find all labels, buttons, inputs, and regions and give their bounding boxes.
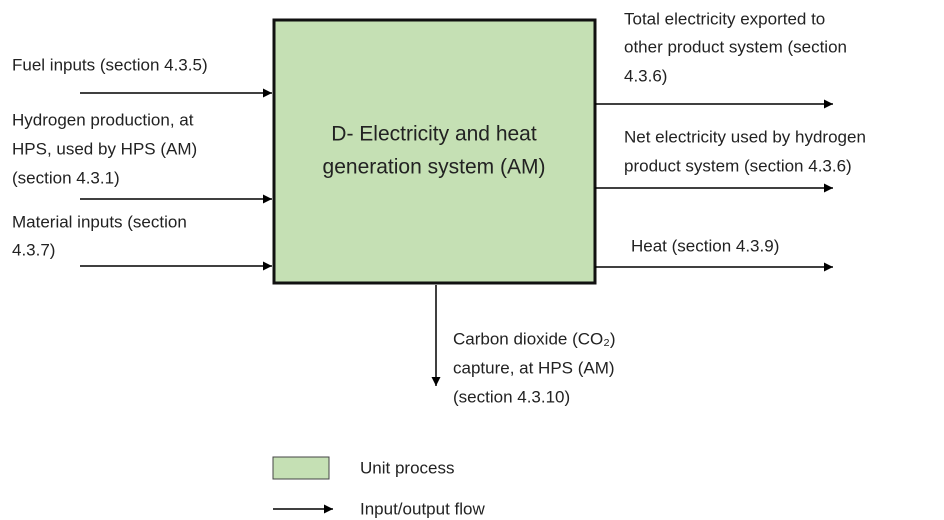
output-label: Total electricity exported to — [624, 9, 825, 28]
output-label: Heat (section 4.3.9) — [631, 236, 779, 255]
unit-process-box — [272, 18, 597, 285]
output-label: capture, at HPS (AM) — [453, 358, 615, 377]
input-label: Fuel inputs (section 4.3.5) — [12, 55, 208, 74]
legend-label: Unit process — [360, 458, 454, 477]
legend-swatch — [272, 456, 330, 480]
input-label: Material inputs (section — [12, 212, 187, 231]
output-label: product system (section 4.3.6) — [624, 156, 852, 175]
input-label: (section 4.3.1) — [12, 168, 120, 187]
process-label: D- Electricity and heat — [331, 123, 537, 146]
input-label: HPS, used by HPS (AM) — [12, 139, 197, 158]
output-label: Net electricity used by hydrogen — [624, 127, 866, 146]
process-label: generation system (AM) — [323, 156, 546, 179]
input-label: 4.3.7) — [12, 240, 55, 259]
output-label: Carbon dioxide (CO₂) — [453, 329, 616, 348]
legend-label: Input/output flow — [360, 499, 485, 518]
output-label: (section 4.3.10) — [453, 387, 570, 406]
input-label: Hydrogen production, at — [12, 110, 194, 129]
output-label: other product system (section — [624, 37, 847, 56]
output-label: 4.3.6) — [624, 66, 667, 85]
